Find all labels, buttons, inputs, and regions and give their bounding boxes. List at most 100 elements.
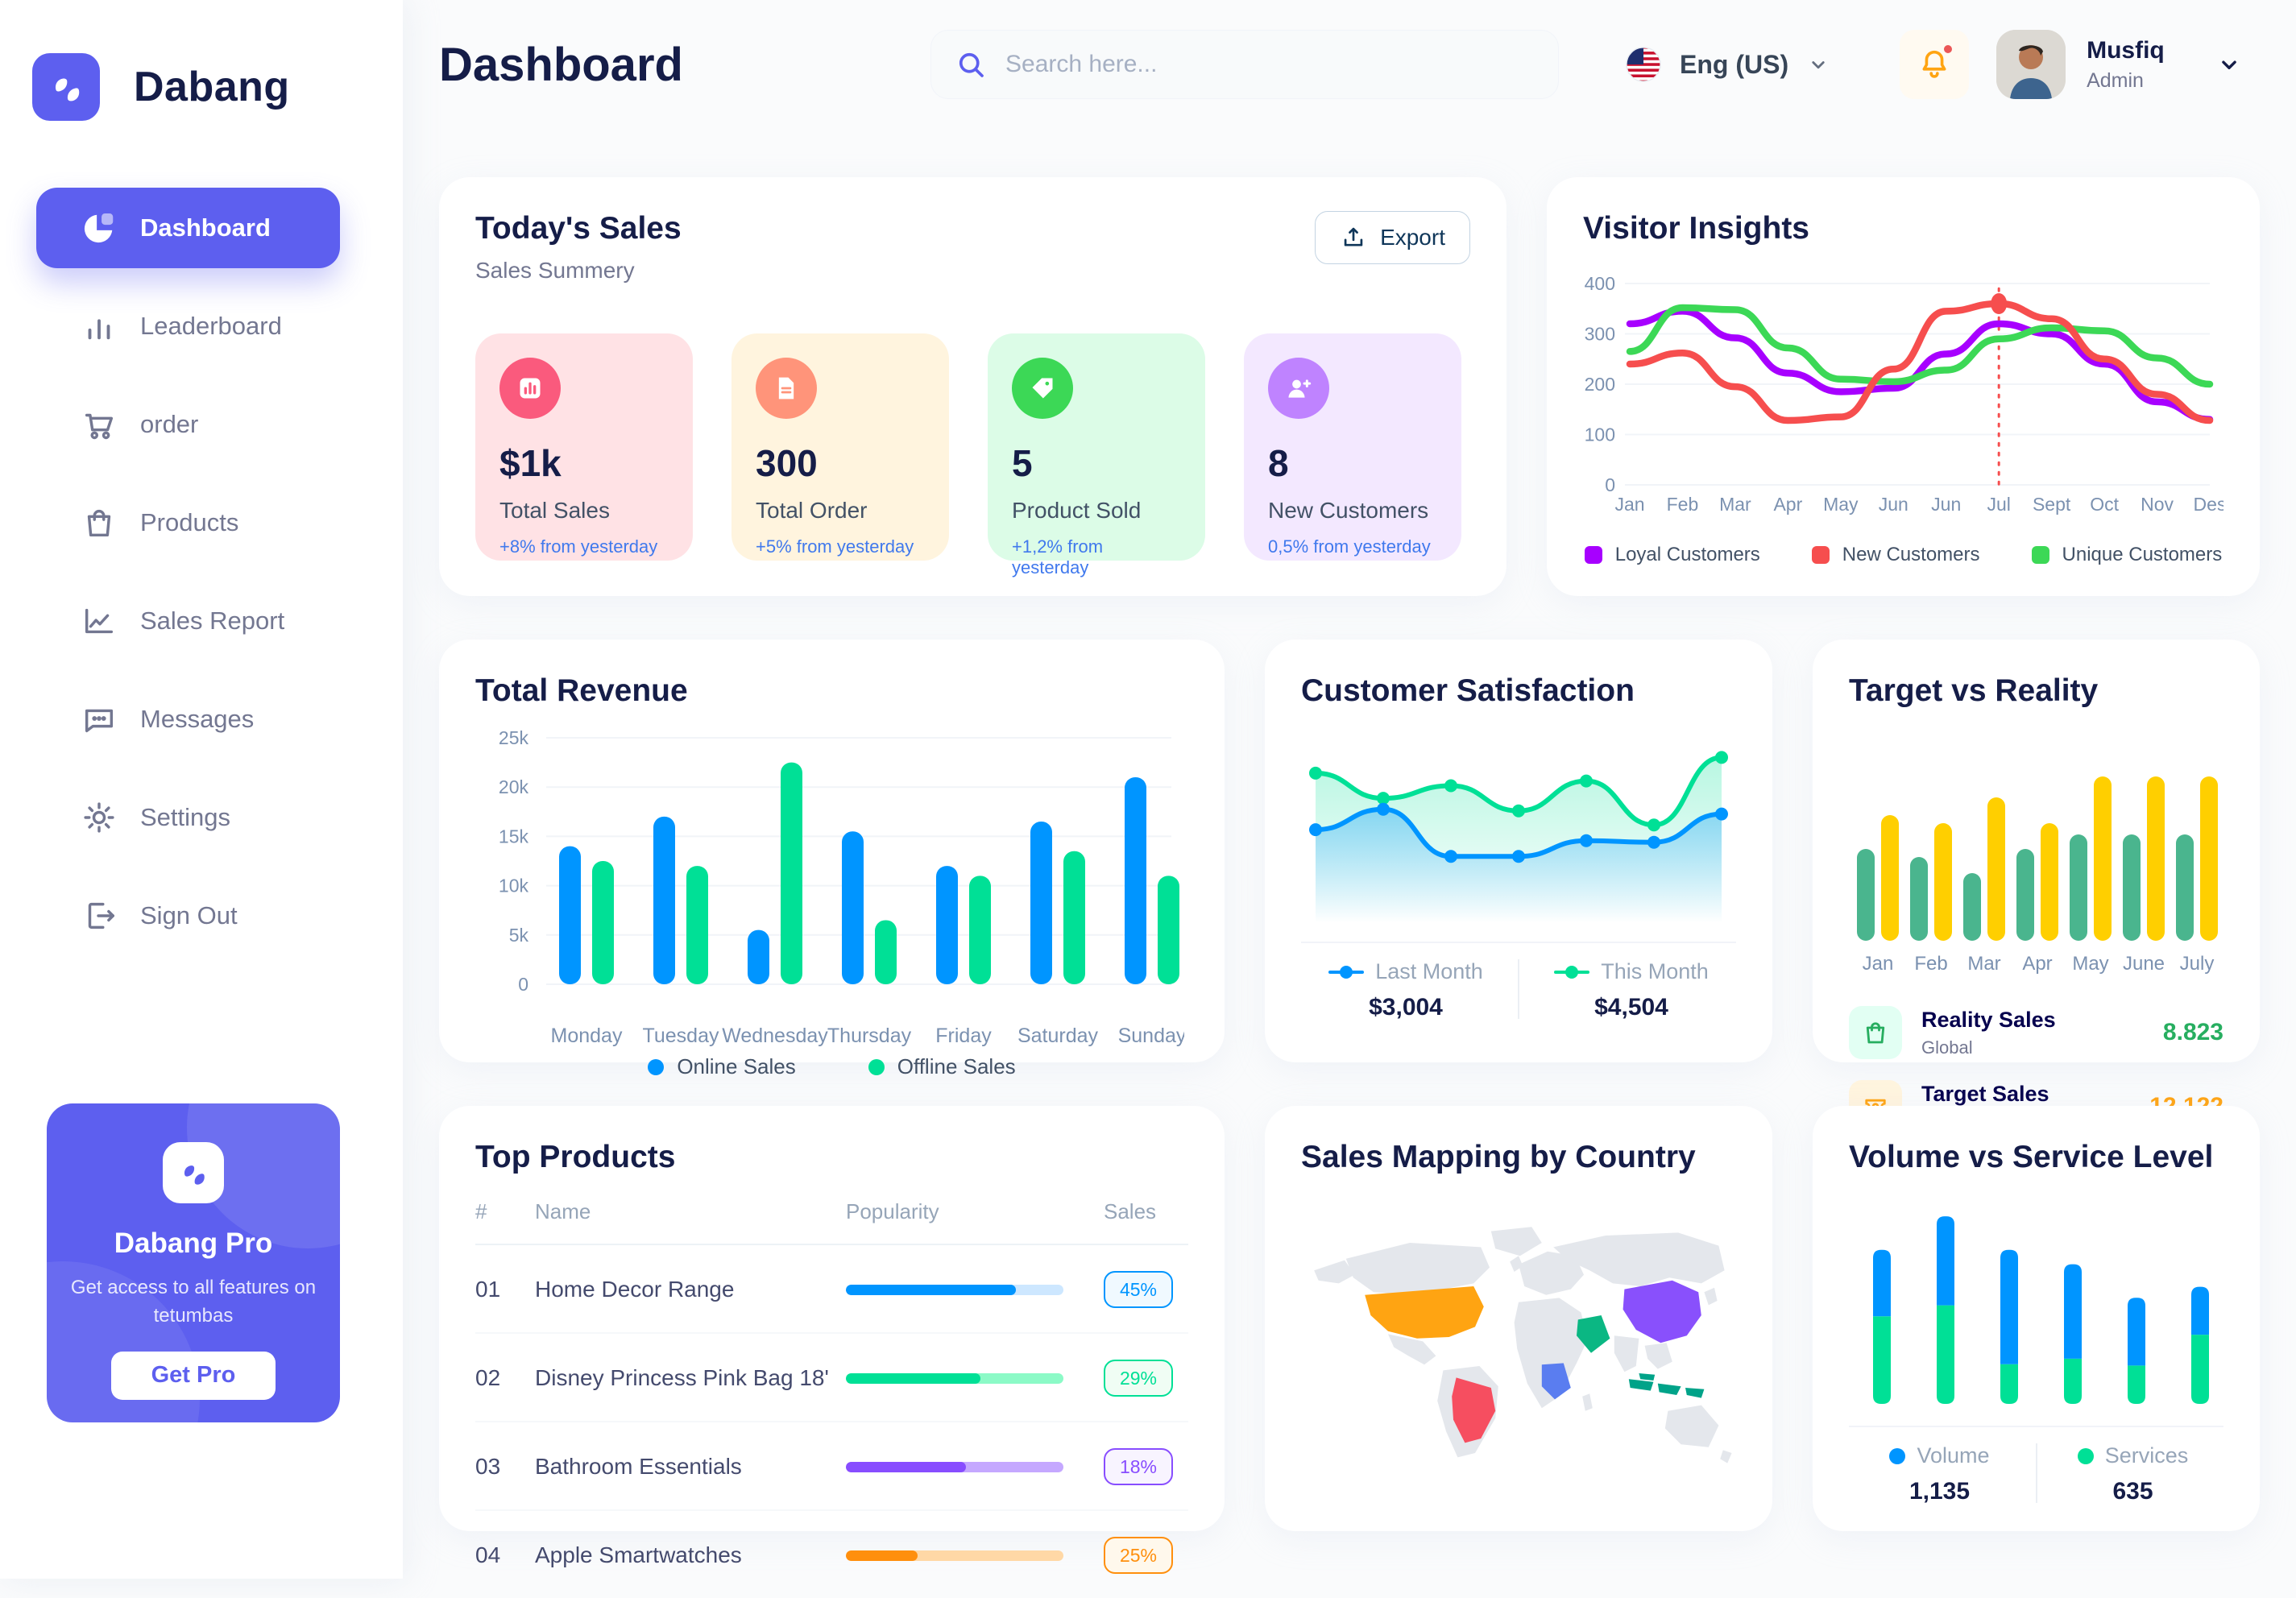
svg-text:15k: 15k xyxy=(499,826,529,847)
svg-text:June: June xyxy=(2123,953,2165,975)
sidebar-item-sign-out[interactable]: Sign Out xyxy=(0,867,403,965)
sidebar-item-label: Messages xyxy=(140,705,255,733)
search-icon xyxy=(954,48,988,81)
svg-text:Nov: Nov xyxy=(2141,494,2174,515)
svg-text:Jun: Jun xyxy=(1879,494,1908,515)
svg-text:20k: 20k xyxy=(499,776,529,797)
legend-dot xyxy=(648,1058,665,1075)
sidebar-item-sales-report[interactable]: Sales Report xyxy=(0,572,403,670)
sidebar: Dabang Dashboard Leaderboard xyxy=(0,0,403,1579)
col-index: # xyxy=(475,1199,535,1245)
svg-text:300: 300 xyxy=(1585,324,1615,345)
bag-icon xyxy=(1849,1006,1902,1059)
svg-text:Mar: Mar xyxy=(1967,953,2000,975)
stat-delta: 0,5% from yesterday xyxy=(1268,536,1431,557)
stat-value: 8 xyxy=(1268,442,1289,484)
divider xyxy=(1301,942,1736,943)
svg-text:25k: 25k xyxy=(499,727,529,748)
sign-out-icon xyxy=(81,897,118,934)
stat-label: Total Order xyxy=(756,498,868,523)
svg-text:Friday: Friday xyxy=(935,1025,992,1047)
visitor-insights-legend: Loyal Customers New Customers Unique Cus… xyxy=(1583,544,2223,566)
popularity-bar xyxy=(846,1372,1063,1384)
stat-card-new-customers: 8 New Customers 0,5% from yesterday xyxy=(1244,333,1461,561)
col-sales: Sales xyxy=(1104,1199,1188,1245)
pie-chart-icon xyxy=(81,209,118,246)
col-name: Name xyxy=(535,1199,846,1245)
sidebar-item-settings[interactable]: Settings xyxy=(0,768,403,867)
sidebar-item-label: Settings xyxy=(140,803,231,831)
visitor-insights-card: Visitor Insights 0 100 200 300 400 Jan Feb Mar A… xyxy=(1547,177,2260,596)
svg-text:0: 0 xyxy=(518,974,528,995)
sidebar-item-leaderboard[interactable]: Leaderboard xyxy=(0,277,403,375)
language-selector[interactable]: Eng (US) xyxy=(1625,46,1830,83)
sidebar-item-dashboard[interactable]: Dashboard xyxy=(0,179,403,277)
svg-text:Mar: Mar xyxy=(1719,494,1751,515)
search-bar[interactable] xyxy=(930,30,1559,99)
sidebar-item-label: Products xyxy=(140,508,239,536)
svg-text:Thursday: Thursday xyxy=(827,1025,912,1047)
topbar: Dashboard Eng (US) Musfiq xyxy=(439,0,2260,129)
svg-text:May: May xyxy=(2072,953,2108,975)
bag-icon xyxy=(81,504,118,541)
notification-dot xyxy=(1942,43,1955,56)
legend-dot xyxy=(868,1058,885,1075)
sidebar-nav: Dashboard Leaderboard order xyxy=(0,179,403,965)
stat-label: Product Sold xyxy=(1012,498,1142,523)
notifications-button[interactable] xyxy=(1900,30,1970,99)
todays-sales-title: Today's Sales xyxy=(475,211,682,246)
svg-text:Jun: Jun xyxy=(1931,494,1961,515)
stat-value: $1k xyxy=(499,442,562,484)
language-label: Eng (US) xyxy=(1680,49,1789,79)
total-revenue-title: Total Revenue xyxy=(475,673,688,708)
top-products-table: # Name Popularity Sales 01 Home Decor Ra… xyxy=(475,1199,1188,1598)
sales-badge: 18% xyxy=(1104,1448,1173,1485)
svg-text:May: May xyxy=(1823,494,1859,515)
sidebar-item-products[interactable]: Products xyxy=(0,474,403,572)
visitor-insights-title: Visitor Insights xyxy=(1583,211,1809,246)
stat-delta: +8% from yesterday xyxy=(499,536,658,557)
sidebar-item-order[interactable]: order xyxy=(0,375,403,474)
sales-mapping-card: Sales Mapping by Country xyxy=(1265,1106,1772,1531)
avatar xyxy=(1996,30,2066,99)
stat-delta: +1,2% from yesterday xyxy=(1012,536,1104,578)
svg-text:Sept: Sept xyxy=(2033,494,2071,515)
world-map xyxy=(1301,1203,1736,1486)
svg-text:Apr: Apr xyxy=(1773,494,1802,515)
export-button[interactable]: Export xyxy=(1315,211,1470,264)
this-month-value: $4,504 xyxy=(1594,994,1668,1020)
customer-satisfaction-title: Customer Satisfaction xyxy=(1301,673,1635,708)
volume-vs-service-legend: Volume 1,135 Services 635 xyxy=(1849,1443,2223,1505)
volume-value: 1,135 xyxy=(1908,1478,1971,1505)
get-pro-button[interactable]: Get Pro xyxy=(111,1351,276,1400)
stat-value: 300 xyxy=(756,442,818,484)
popularity-bar xyxy=(846,1550,1063,1561)
svg-text:Des: Des xyxy=(2194,494,2223,515)
svg-text:Oct: Oct xyxy=(2090,494,2119,515)
app-name: Dabang xyxy=(134,64,290,110)
svg-text:Monday: Monday xyxy=(551,1025,623,1047)
search-input[interactable] xyxy=(1005,51,1521,78)
sidebar-item-label: Sign Out xyxy=(140,901,238,929)
stat-label: New Customers xyxy=(1268,498,1429,523)
app-logo: Dabang xyxy=(0,0,403,121)
visitor-insights-chart: 0 100 200 300 400 Jan Feb Mar Apr May Jun Jun Jul Sep… xyxy=(1583,261,2227,539)
legend-swatch xyxy=(2031,546,2049,564)
stat-card-product-sold: 5 Product Sold +1,2% from yesterday xyxy=(988,333,1205,578)
reality-sales-value: 8.823 xyxy=(2162,1019,2223,1045)
popularity-bar xyxy=(846,1461,1063,1472)
target-vs-reality-chart: Jan Feb Mar Apr May June July xyxy=(1849,715,2223,985)
svg-text:Apr: Apr xyxy=(2022,953,2052,975)
chevron-down-icon xyxy=(2215,51,2243,78)
user-menu[interactable]: Musfiq Admin xyxy=(1996,30,2243,99)
svg-text:Sunday: Sunday xyxy=(1118,1025,1184,1047)
svg-text:Feb: Feb xyxy=(1667,494,1699,515)
top-products-title: Top Products xyxy=(475,1140,676,1174)
stat-card-total-sales: $1k Total Sales +8% from yesterday xyxy=(475,333,693,561)
sidebar-item-messages[interactable]: Messages xyxy=(0,670,403,768)
divider xyxy=(1849,1426,2223,1427)
file-icon xyxy=(756,358,817,419)
svg-text:Wednesday: Wednesday xyxy=(722,1025,828,1047)
svg-text:July: July xyxy=(2180,953,2215,975)
user-name: Musfiq xyxy=(2087,36,2165,64)
